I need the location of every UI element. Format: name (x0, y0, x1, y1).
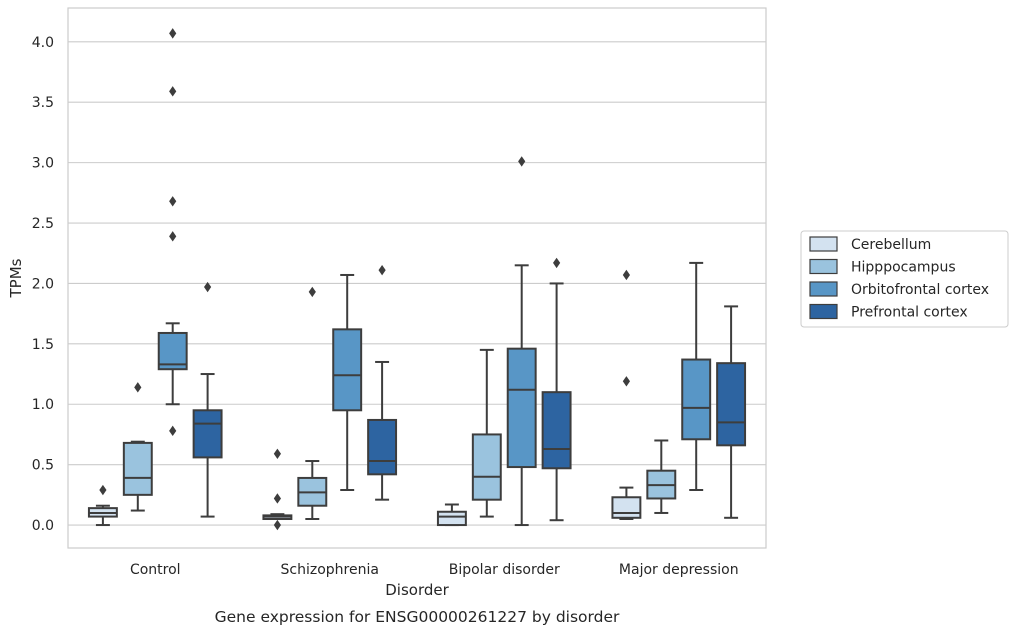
iqr-box (157, 331, 188, 371)
plot-area (68, 8, 766, 548)
outlier-point (308, 286, 316, 298)
x-tick-labels: Control Schizophrenia Bipolar disorder Majo… (130, 562, 739, 578)
x-tick-label: Major depression (619, 562, 739, 578)
box-orbitofrontal-cortex (332, 273, 363, 492)
box-orbitofrontal-cortex (681, 261, 712, 492)
legend: Cerebellum Hipppocampus Orbitofrontal cort… (800, 230, 1009, 328)
iqr-box (541, 391, 572, 470)
box-groups (87, 28, 747, 531)
outlier-point (169, 231, 177, 242)
legend-swatch (809, 303, 838, 320)
box-hipppocampus (471, 348, 502, 518)
outlier-point (273, 493, 281, 504)
x-axis-label: Disorder (385, 581, 449, 599)
iqr-box (506, 347, 537, 469)
iqr-box (611, 496, 642, 519)
iqr-box (332, 328, 363, 412)
plot-frame (67, 7, 767, 549)
iqr-box (681, 358, 712, 441)
box-cerebellum (611, 269, 642, 521)
box-orbitofrontal-cortex (506, 156, 537, 527)
iqr-box (471, 433, 502, 501)
outlier-point (622, 376, 630, 387)
box-cerebellum (262, 448, 293, 531)
y-tick-label: 4.0 (32, 35, 54, 51)
iqr-box (192, 409, 223, 459)
box-orbitofrontal-cortex (157, 28, 188, 437)
y-axis-label: TPMs (7, 258, 25, 298)
y-tick-label: 1.0 (32, 397, 54, 413)
box-hipppocampus (122, 382, 153, 512)
chart-caption: Gene expression for ENSG00000261227 by d… (215, 608, 620, 626)
iqr-box (367, 418, 398, 476)
legend-swatch (809, 281, 838, 297)
y-tick-labels: 0.0 0.5 1.0 1.5 2.0 2.5 3.0 3.5 4.0 (32, 35, 54, 534)
outlier-point (169, 196, 177, 207)
legend-label: Hipppocampus (851, 260, 956, 276)
box-hipppocampus (297, 286, 328, 521)
legend-swatch (809, 236, 838, 252)
box-prefrontal-cortex (716, 305, 747, 519)
outlier-point (99, 484, 107, 496)
legend-label: Prefrontal cortex (851, 305, 968, 321)
outlier-point (622, 269, 630, 281)
iqr-box (436, 510, 467, 527)
y-tick-label: 1.5 (32, 337, 54, 353)
y-tick-label: 2.5 (32, 216, 54, 232)
y-tick-label: 0.5 (32, 458, 54, 474)
legend-frame (800, 230, 1009, 328)
outlier-point (518, 156, 526, 167)
iqr-box (716, 362, 747, 447)
outlier-point (378, 264, 386, 276)
outlier-point (204, 281, 212, 293)
y-tick-label: 2.0 (32, 276, 54, 292)
box-cerebellum (87, 484, 118, 527)
box-cerebellum (436, 503, 467, 527)
y-tick-label: 0.0 (32, 518, 54, 534)
x-tick-label: Control (130, 562, 181, 578)
outlier-point (134, 382, 142, 393)
y-tick-label: 3.0 (32, 156, 54, 172)
outlier-point (169, 28, 177, 39)
legend-label: Orbitofrontal cortex (851, 282, 989, 298)
legend-swatch (809, 258, 838, 275)
y-tick-label: 3.5 (32, 95, 54, 111)
legend-label: Cerebellum (851, 237, 931, 253)
box-prefrontal-cortex (367, 264, 398, 501)
x-tick-label: Schizophrenia (281, 562, 379, 578)
iqr-box (122, 441, 153, 496)
box-prefrontal-cortex (192, 281, 223, 518)
box-hipppocampus (646, 439, 677, 514)
outlier-point (169, 86, 177, 97)
x-tick-label: Bipolar disorder (449, 562, 560, 578)
outlier-point (273, 519, 281, 531)
outlier-point (169, 425, 177, 437)
box-prefrontal-cortex (541, 257, 572, 522)
outlier-point (273, 448, 281, 459)
outlier-point (553, 257, 561, 269)
